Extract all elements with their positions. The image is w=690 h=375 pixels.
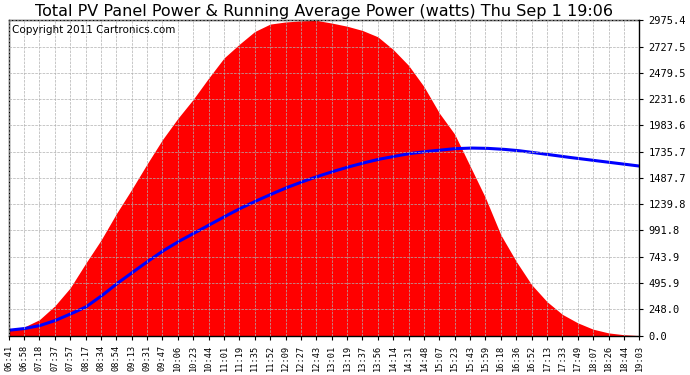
Text: Copyright 2011 Cartronics.com: Copyright 2011 Cartronics.com xyxy=(12,25,175,35)
Title: Total PV Panel Power & Running Average Power (watts) Thu Sep 1 19:06: Total PV Panel Power & Running Average P… xyxy=(35,4,613,19)
